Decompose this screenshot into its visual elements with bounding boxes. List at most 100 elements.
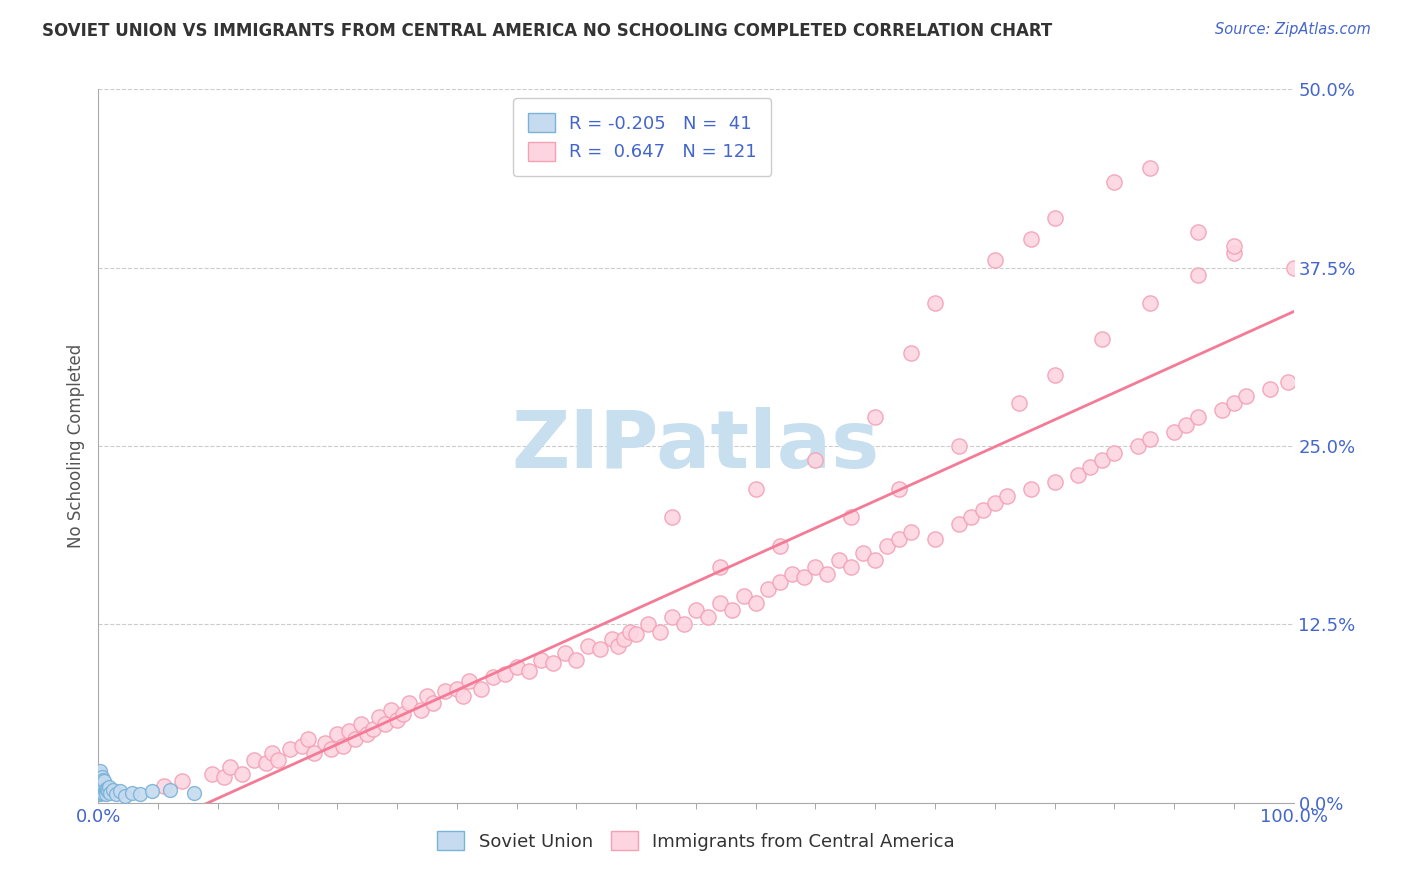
Point bbox=[97, 784, 120, 798]
Point bbox=[589, 641, 612, 656]
Point bbox=[1234, 389, 1257, 403]
Point bbox=[565, 653, 588, 667]
Point bbox=[321, 741, 343, 756]
Point bbox=[243, 753, 266, 767]
Point bbox=[1043, 368, 1066, 382]
Point bbox=[984, 253, 1007, 268]
Point bbox=[721, 603, 744, 617]
Point bbox=[411, 703, 433, 717]
Point bbox=[260, 746, 283, 760]
Point bbox=[1019, 482, 1042, 496]
Point bbox=[89, 784, 111, 798]
Point bbox=[482, 670, 505, 684]
Point bbox=[494, 667, 516, 681]
Point bbox=[105, 787, 128, 801]
Point bbox=[89, 770, 111, 784]
Point bbox=[733, 589, 755, 603]
Point bbox=[297, 731, 319, 746]
Point bbox=[89, 767, 111, 781]
Point bbox=[828, 553, 851, 567]
Point bbox=[172, 774, 194, 789]
Point bbox=[89, 781, 111, 796]
Point bbox=[350, 717, 373, 731]
Point bbox=[93, 774, 115, 789]
Point bbox=[416, 689, 439, 703]
Point bbox=[1211, 403, 1233, 417]
Point bbox=[841, 560, 863, 574]
Point bbox=[1091, 332, 1114, 346]
Point bbox=[183, 786, 205, 800]
Point bbox=[374, 717, 396, 731]
Point bbox=[530, 653, 553, 667]
Point bbox=[278, 741, 301, 756]
Point bbox=[91, 772, 114, 787]
Point bbox=[673, 617, 696, 632]
Point bbox=[398, 696, 420, 710]
Point bbox=[1258, 382, 1281, 396]
Point bbox=[219, 760, 242, 774]
Point bbox=[619, 624, 641, 639]
Point bbox=[578, 639, 600, 653]
Point bbox=[98, 780, 121, 794]
Point bbox=[231, 767, 253, 781]
Point bbox=[995, 489, 1018, 503]
Point bbox=[422, 696, 444, 710]
Point bbox=[332, 739, 354, 753]
Point bbox=[326, 727, 349, 741]
Point bbox=[344, 731, 367, 746]
Point bbox=[1223, 239, 1246, 253]
Point bbox=[865, 553, 887, 567]
Point bbox=[94, 781, 117, 796]
Point bbox=[129, 787, 152, 801]
Point bbox=[1175, 417, 1198, 432]
Point bbox=[948, 517, 970, 532]
Point bbox=[637, 617, 659, 632]
Point bbox=[1128, 439, 1150, 453]
Point bbox=[114, 789, 136, 803]
Point bbox=[1223, 396, 1246, 410]
Point bbox=[1223, 246, 1246, 260]
Point bbox=[90, 781, 112, 796]
Point bbox=[91, 784, 114, 798]
Point bbox=[90, 772, 112, 787]
Point bbox=[141, 784, 163, 798]
Y-axis label: No Schooling Completed: No Schooling Completed bbox=[66, 344, 84, 548]
Point bbox=[89, 774, 111, 789]
Point bbox=[602, 632, 624, 646]
Point bbox=[267, 753, 290, 767]
Point bbox=[745, 596, 768, 610]
Point bbox=[804, 453, 827, 467]
Point bbox=[1043, 211, 1066, 225]
Point bbox=[1282, 260, 1305, 275]
Point bbox=[661, 610, 683, 624]
Point bbox=[1139, 432, 1161, 446]
Point bbox=[1043, 475, 1066, 489]
Point bbox=[517, 665, 540, 679]
Point bbox=[889, 532, 911, 546]
Point bbox=[98, 786, 122, 800]
Point bbox=[254, 756, 277, 770]
Point bbox=[385, 713, 409, 727]
Point bbox=[90, 776, 112, 790]
Point bbox=[804, 560, 827, 574]
Point bbox=[96, 783, 118, 797]
Point bbox=[709, 560, 731, 574]
Point bbox=[91, 783, 114, 797]
Point bbox=[876, 539, 898, 553]
Point bbox=[889, 482, 911, 496]
Point bbox=[1080, 460, 1102, 475]
Point bbox=[852, 546, 875, 560]
Point bbox=[470, 681, 492, 696]
Point bbox=[661, 510, 683, 524]
Point bbox=[90, 786, 112, 800]
Point bbox=[697, 610, 720, 624]
Point bbox=[541, 656, 564, 670]
Point bbox=[613, 632, 636, 646]
Point bbox=[363, 722, 385, 736]
Point bbox=[121, 786, 143, 800]
Legend: Soviet Union, Immigrants from Central America: Soviet Union, Immigrants from Central Am… bbox=[423, 816, 969, 865]
Point bbox=[1019, 232, 1042, 246]
Point bbox=[793, 570, 815, 584]
Point bbox=[90, 770, 112, 784]
Point bbox=[554, 646, 576, 660]
